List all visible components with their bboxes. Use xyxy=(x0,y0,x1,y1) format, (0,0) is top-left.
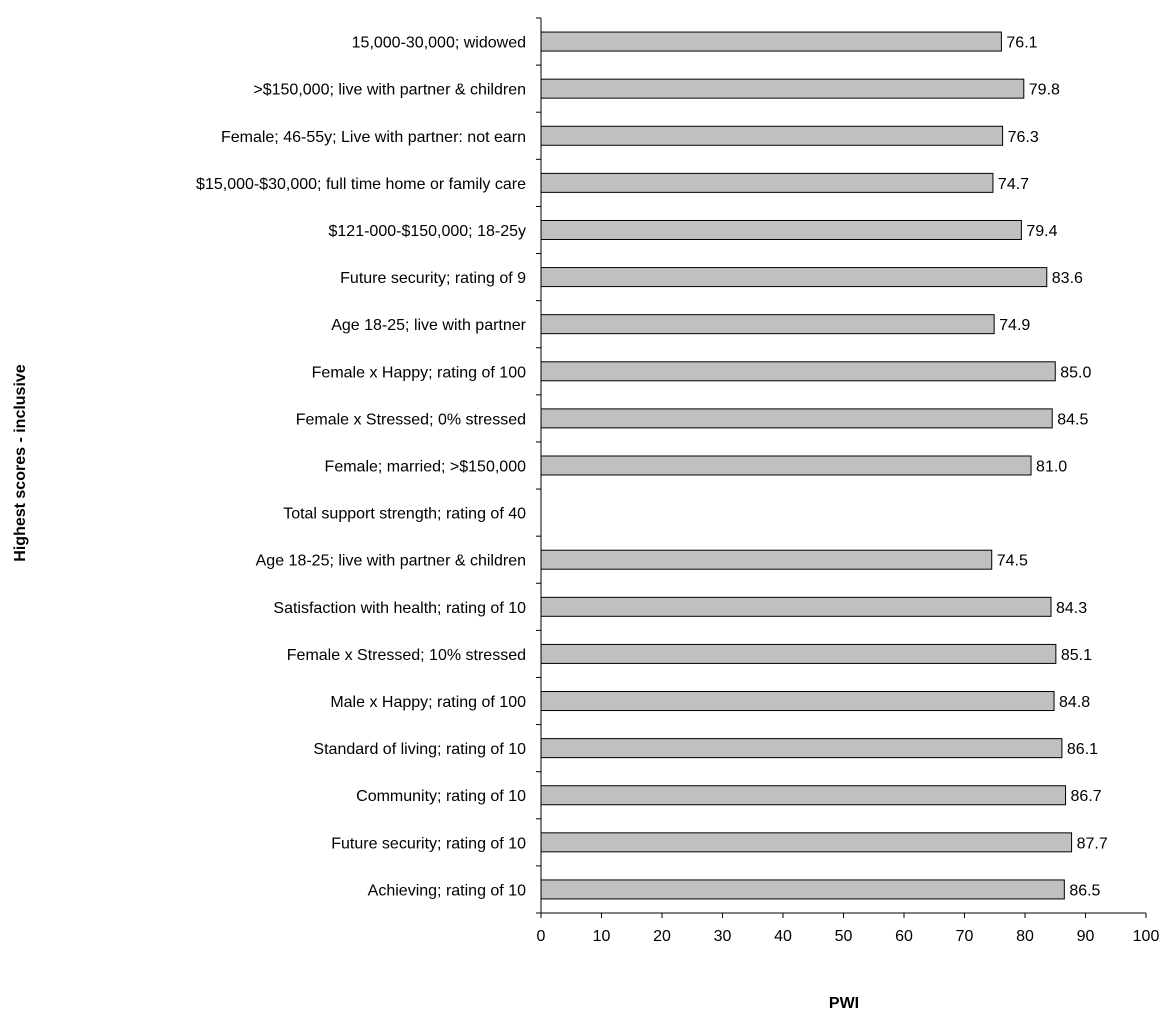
x-tick-label: 60 xyxy=(895,928,913,945)
bar xyxy=(540,361,1056,382)
category-label: Male x Happy; rating of 100 xyxy=(330,694,526,711)
data-label: 87.7 xyxy=(1077,835,1108,852)
bar xyxy=(540,549,993,570)
category-label: 15,000-30,000; widowed xyxy=(352,35,526,52)
x-axis-ticks: 0 10 20 30 40 50 60 70 80 90 100 xyxy=(537,913,1160,945)
data-label: 76.1 xyxy=(1006,35,1037,52)
x-axis-title: PWI xyxy=(829,995,859,1012)
category-label: Female; 46-55y; Live with partner: not e… xyxy=(221,129,526,146)
category-label: Future security; rating of 10 xyxy=(331,835,526,852)
category-label: Female x Stressed; 0% stressed xyxy=(296,411,526,428)
category-label: Standard of living; rating of 10 xyxy=(313,741,526,758)
category-label: Achieving; rating of 10 xyxy=(368,882,526,899)
bar xyxy=(540,596,1052,617)
x-tick-label: 30 xyxy=(714,928,732,945)
category-label: Future security; rating of 9 xyxy=(340,270,526,287)
data-label: 84.5 xyxy=(1057,411,1088,428)
x-tick-label: 90 xyxy=(1077,928,1095,945)
bar xyxy=(540,267,1048,288)
data-label: 85.0 xyxy=(1060,364,1091,381)
x-tick-label: 50 xyxy=(835,928,853,945)
x-tick-label: 100 xyxy=(1133,928,1160,945)
x-tick-label: 70 xyxy=(956,928,974,945)
data-label: 85.1 xyxy=(1061,647,1092,664)
bar xyxy=(540,879,1065,900)
bar xyxy=(540,78,1025,99)
x-tick-label: 10 xyxy=(593,928,611,945)
category-label: Female x Stressed; 10% stressed xyxy=(287,647,526,664)
bar xyxy=(540,172,994,193)
data-label: 79.8 xyxy=(1029,82,1060,99)
bar xyxy=(540,455,1032,476)
data-label: 76.3 xyxy=(1008,129,1039,146)
x-tick-label: 0 xyxy=(537,928,546,945)
data-labels: 76.1 79.8 76.3 74.7 79.4 83.6 74.9 85.0 84.5 81.0… xyxy=(997,35,1108,900)
category-label: Female; married; >$150,000 xyxy=(325,459,527,476)
bar xyxy=(540,643,1057,664)
bar xyxy=(540,314,995,335)
category-label: $15,000-$30,000; full time home or famil… xyxy=(196,176,526,193)
data-label: 74.7 xyxy=(998,176,1029,193)
data-label: 84.8 xyxy=(1059,694,1090,711)
x-tick-label: 40 xyxy=(774,928,792,945)
bar xyxy=(540,691,1055,712)
bar xyxy=(540,31,1002,52)
data-label: 84.3 xyxy=(1056,600,1087,617)
category-labels: 15,000-30,000; widowed >$150,000; live wi… xyxy=(196,35,527,900)
category-label: >$150,000; live with partner & children xyxy=(253,82,526,99)
data-label: 86.1 xyxy=(1067,741,1098,758)
category-label: $121-000-$150,000; 18-25y xyxy=(329,223,527,240)
y-axis-title: Highest scores - inclusive xyxy=(12,364,29,562)
data-label: 86.7 xyxy=(1071,788,1102,805)
category-label: Total support strength; rating of 40 xyxy=(283,506,526,523)
x-tick-label: 20 xyxy=(653,928,671,945)
data-label: 74.5 xyxy=(997,553,1028,570)
y-axis-ticks xyxy=(536,17,541,914)
bar xyxy=(540,832,1073,853)
data-label: 83.6 xyxy=(1052,270,1083,287)
bar xyxy=(540,738,1063,759)
x-tick-label: 80 xyxy=(1016,928,1034,945)
category-label: Age 18-25; live with partner xyxy=(331,317,526,334)
category-label: Satisfaction with health; rating of 10 xyxy=(273,600,526,617)
bar xyxy=(540,125,1004,146)
category-label: Age 18-25; live with partner & children xyxy=(256,553,526,570)
bar xyxy=(540,785,1067,806)
bar xyxy=(540,408,1053,429)
data-label: 81.0 xyxy=(1036,459,1067,476)
bars-group xyxy=(540,31,1073,900)
data-label: 86.5 xyxy=(1069,882,1100,899)
data-label: 74.9 xyxy=(999,317,1030,334)
data-label: 79.4 xyxy=(1026,223,1057,240)
category-label: Community; rating of 10 xyxy=(356,788,526,805)
category-label: Female x Happy; rating of 100 xyxy=(312,364,526,381)
bar xyxy=(540,219,1022,240)
